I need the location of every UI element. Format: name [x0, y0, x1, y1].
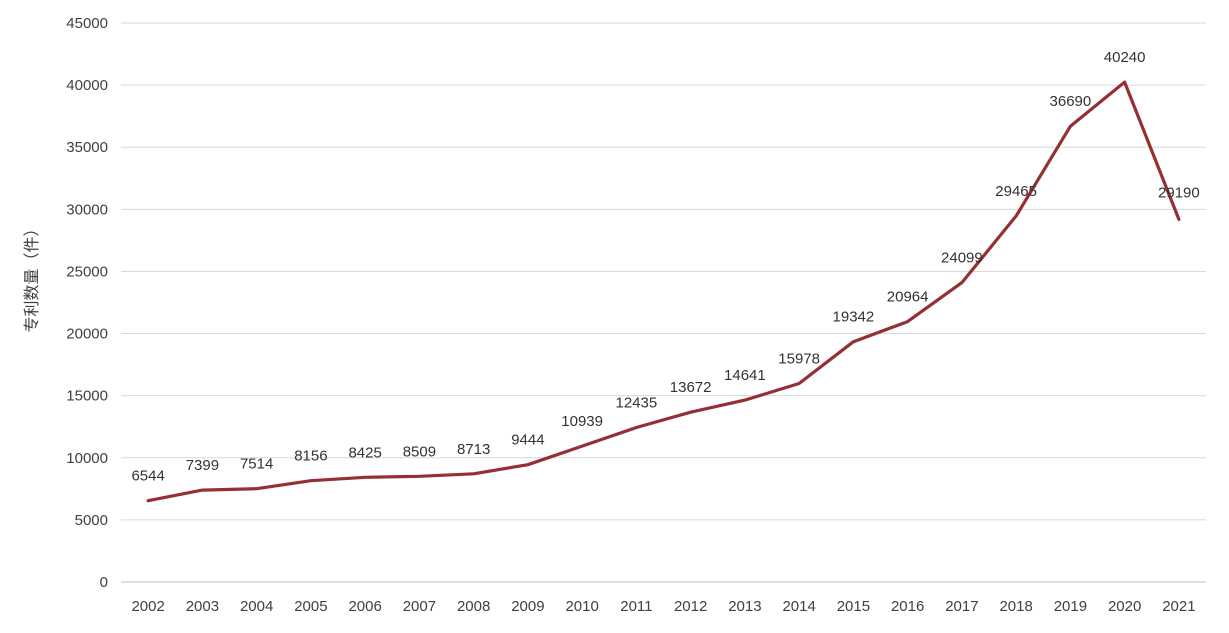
series-line [146, 80, 1181, 503]
x-tick-label: 2011 [620, 598, 652, 615]
y-tick-label: 30000 [66, 201, 108, 218]
y-tick-label: 10000 [66, 450, 108, 467]
data-label: 15978 [778, 351, 820, 368]
x-tick-label: 2020 [1108, 598, 1141, 615]
data-label: 24099 [941, 250, 983, 267]
data-label: 9444 [511, 432, 544, 449]
y-axis-ticks: 0 5000 10000 15000 20000 25000 30000 35000 40000… [66, 15, 108, 591]
x-tick-label: 2009 [511, 598, 544, 615]
data-label: 29465 [995, 183, 1037, 200]
data-label: 8156 [294, 448, 327, 465]
data-label: 14641 [724, 367, 766, 384]
y-axis-title: 专利数量（件） [22, 220, 41, 332]
x-tick-label: 2015 [837, 598, 870, 615]
series-layer [146, 80, 1181, 503]
x-tick-label: 2021 [1162, 598, 1195, 615]
data-label: 10939 [561, 413, 603, 430]
data-label: 40240 [1104, 49, 1146, 66]
x-tick-label: 2012 [674, 598, 707, 615]
y-tick-label: 5000 [75, 512, 108, 529]
x-tick-label: 2014 [782, 598, 815, 615]
data-label: 19342 [833, 309, 875, 326]
y-tick-label: 45000 [66, 15, 108, 32]
data-label: 7399 [186, 457, 219, 474]
x-tick-label: 2002 [131, 598, 164, 615]
data-label: 13672 [670, 379, 712, 396]
data-label: 6544 [131, 468, 164, 485]
x-tick-label: 2007 [403, 598, 436, 615]
data-label: 29190 [1158, 184, 1200, 201]
x-tick-label: 2003 [186, 598, 219, 615]
gridlines [121, 22, 1206, 583]
y-tick-label: 20000 [66, 326, 108, 343]
data-label: 20964 [887, 289, 929, 306]
data-labels: 6544 7399 7514 8156 8425 8509 8713 9444 10939 124… [131, 49, 1199, 485]
y-tick-label: 25000 [66, 263, 108, 280]
data-label: 12435 [616, 395, 658, 412]
y-tick-label: 35000 [66, 139, 108, 156]
data-label: 36690 [1050, 93, 1092, 110]
y-tick-label: 0 [100, 574, 108, 591]
x-tick-label: 2013 [728, 598, 761, 615]
x-tick-label: 2017 [945, 598, 978, 615]
x-tick-label: 2004 [240, 598, 273, 615]
x-tick-label: 2018 [999, 598, 1032, 615]
x-tick-label: 2008 [457, 598, 490, 615]
x-tick-label: 2019 [1054, 598, 1087, 615]
x-tick-label: 2005 [294, 598, 327, 615]
x-tick-label: 2010 [565, 598, 598, 615]
x-axis-ticks: 2002 2003 2004 2005 2006 2007 2008 2009 2010 2011… [131, 598, 1195, 615]
data-label: 8713 [457, 441, 490, 458]
data-label: 8425 [348, 444, 381, 461]
x-tick-label: 2016 [891, 598, 924, 615]
data-label: 7514 [240, 456, 273, 473]
y-tick-label: 40000 [66, 77, 108, 94]
data-label: 8509 [403, 443, 436, 460]
x-tick-label: 2006 [348, 598, 381, 615]
y-tick-label: 15000 [66, 388, 108, 405]
